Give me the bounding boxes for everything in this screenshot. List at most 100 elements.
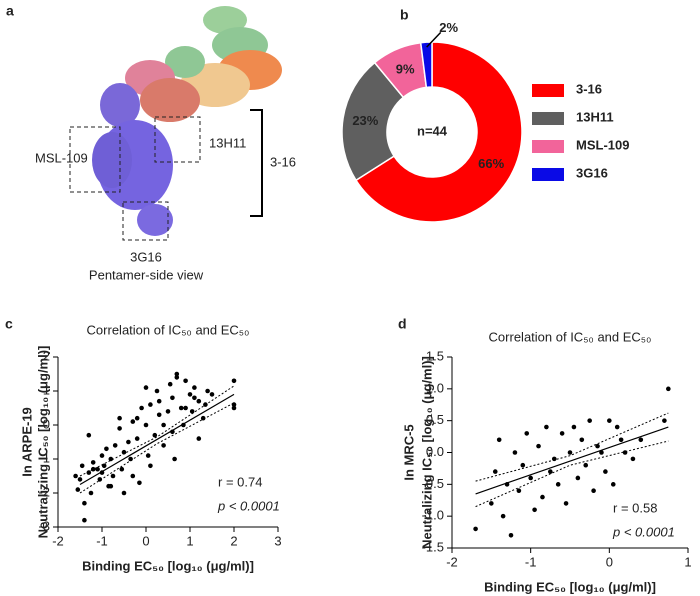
scatter-point xyxy=(200,415,206,421)
scatter-point xyxy=(97,477,103,482)
confidence-band xyxy=(79,385,235,477)
scatter-point xyxy=(95,466,100,472)
scatter-point xyxy=(174,371,180,377)
x-tick-label: 0 xyxy=(606,554,613,569)
scatter-point xyxy=(183,378,188,384)
scatter-point xyxy=(139,405,144,411)
scatter-point xyxy=(209,392,215,397)
y-tick-label: -3 xyxy=(38,518,50,533)
confidence-band xyxy=(79,402,235,494)
scatter-point xyxy=(496,437,502,443)
scatter-point xyxy=(492,469,498,474)
x-axis-label: Binding EC₅₀ [log₁₀ (μg/ml)] xyxy=(82,558,254,573)
scatter-point xyxy=(126,439,131,445)
scatter-point xyxy=(148,402,153,407)
scatter-point xyxy=(104,446,109,452)
annotation: MSL-109 xyxy=(35,150,88,165)
scatter-point xyxy=(603,469,608,474)
scatter-point xyxy=(106,483,111,489)
scatter-point xyxy=(591,488,596,494)
scatter-point xyxy=(555,482,561,487)
scatter-point xyxy=(607,418,612,423)
scatter-point xyxy=(536,443,541,449)
scatter-point xyxy=(143,422,149,428)
x-tick-label: 3 xyxy=(274,533,281,548)
scatter-point xyxy=(540,494,545,500)
scatter-point xyxy=(156,412,162,418)
scatter-point xyxy=(512,450,518,455)
center-label: n=44 xyxy=(417,123,448,138)
x-axis-label: Binding EC₅₀ [log₁₀ (μg/ml)] xyxy=(484,579,656,594)
y-axis-label: In MRC-5 xyxy=(401,424,416,480)
annotation: 13H11 xyxy=(209,135,246,150)
scatter-point xyxy=(99,453,105,458)
scatter-point xyxy=(638,437,644,443)
scatter-point xyxy=(196,398,202,404)
legend-swatch xyxy=(532,112,564,125)
donut-slice xyxy=(419,41,433,89)
scatter-point xyxy=(500,513,506,519)
panel-label: d xyxy=(398,316,407,332)
scatter-point xyxy=(170,395,175,401)
scatter-point xyxy=(231,405,237,411)
scatter-point xyxy=(88,490,94,496)
legend-label: MSL-109 xyxy=(576,137,629,152)
scatter-point xyxy=(117,415,122,421)
scatter-point xyxy=(134,436,140,441)
scatter-point xyxy=(178,405,184,411)
y-tick-label: 1 xyxy=(43,382,50,397)
scatter-point xyxy=(148,463,153,469)
legend-label: 3G16 xyxy=(576,165,608,180)
scatter-point xyxy=(662,418,667,423)
legend-swatch xyxy=(532,140,564,153)
scatter-point xyxy=(130,473,136,479)
scatter-point xyxy=(563,501,569,506)
scatter-point xyxy=(524,431,530,436)
data-label: 9% xyxy=(396,61,415,76)
scatter-point xyxy=(575,475,581,481)
scatter-point xyxy=(82,500,87,506)
scatter-point xyxy=(121,490,127,496)
scatter-point xyxy=(587,418,592,423)
scatter-point xyxy=(528,475,533,481)
y-tick-label: 0.5 xyxy=(426,412,444,427)
scatter-point xyxy=(161,443,166,448)
scatter-point xyxy=(532,507,537,513)
y-tick-label: -1 xyxy=(38,450,50,465)
scatter-point xyxy=(108,456,114,462)
scatter-point xyxy=(79,463,85,469)
legend-swatch xyxy=(532,84,564,97)
confidence-band xyxy=(475,412,669,482)
legend-label: 3-16 xyxy=(576,81,602,96)
scatter-point xyxy=(610,482,616,487)
scatter-point xyxy=(579,437,585,443)
x-tick-label: 2 xyxy=(230,533,237,548)
scatter-point xyxy=(544,424,549,430)
scatter-point xyxy=(516,488,522,494)
fit-line xyxy=(475,426,669,495)
scatter-point xyxy=(231,378,237,384)
donut-slice xyxy=(354,41,523,223)
scatter-point xyxy=(205,388,210,394)
y-tick-label: 1.0 xyxy=(426,380,444,395)
y-tick-label: -1.5 xyxy=(422,539,444,554)
legend-swatch xyxy=(532,168,564,181)
x-tick-label: 0 xyxy=(142,533,149,548)
annotation: Pentamer-side view xyxy=(89,267,204,282)
scatter-point xyxy=(196,436,202,441)
chart-title: Correlation of IC₅₀ and EC₅₀ xyxy=(87,322,250,337)
panel-label: a xyxy=(6,3,14,19)
x-tick-label: -2 xyxy=(52,533,64,548)
data-label: 23% xyxy=(352,113,378,128)
scatter-point xyxy=(154,388,160,394)
scatter-point xyxy=(595,443,600,449)
scatter-point xyxy=(571,424,577,430)
scatter-point xyxy=(130,419,136,424)
scatter-point xyxy=(192,395,197,401)
scatter-point xyxy=(90,460,96,465)
annotation: 3G16 xyxy=(130,249,162,264)
chart-title: Correlation of IC₅₀ and EC₅₀ xyxy=(489,329,652,344)
annotation: p < 0.0001 xyxy=(612,524,675,539)
scatter-point xyxy=(156,398,162,404)
